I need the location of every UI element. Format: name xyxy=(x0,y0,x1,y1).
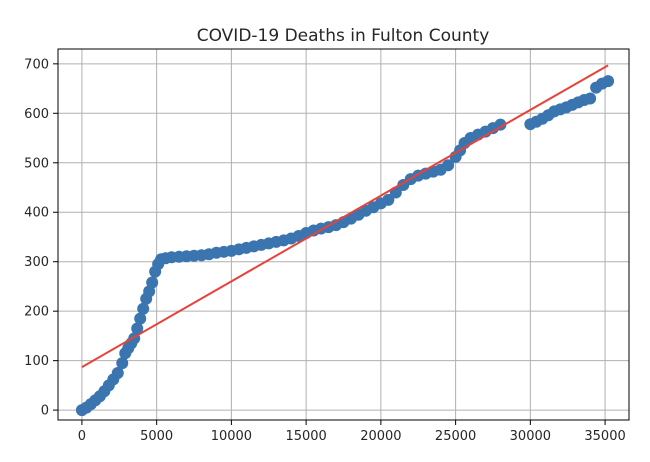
data-point xyxy=(442,159,455,172)
y-tick-label: 300 xyxy=(24,255,49,270)
x-tick-label: 20000 xyxy=(360,429,401,444)
grid-lines xyxy=(58,49,629,420)
fit-line xyxy=(81,64,609,368)
x-tick-label: 30000 xyxy=(510,429,551,444)
x-tick-label: 5000 xyxy=(140,429,173,444)
x-tick-label: 25000 xyxy=(435,429,476,444)
data-point xyxy=(116,357,129,370)
y-tick-label: 700 xyxy=(24,57,49,72)
y-tick-label: 200 xyxy=(24,305,49,320)
data-point xyxy=(134,312,147,325)
x-tick-label: 15000 xyxy=(285,429,326,444)
data-point xyxy=(584,92,597,105)
data-point xyxy=(146,276,159,289)
data-point xyxy=(137,302,150,315)
chart-title: COVID-19 Deaths in Fulton County xyxy=(197,26,490,46)
y-tick-label: 100 xyxy=(24,354,49,369)
fit-line-group xyxy=(81,64,609,368)
x-tick-label: 0 xyxy=(78,429,86,444)
y-tick-label: 0 xyxy=(41,404,49,419)
data-point xyxy=(131,322,144,335)
data-point xyxy=(602,75,615,88)
y-tick-label: 400 xyxy=(24,206,49,221)
data-point xyxy=(382,193,395,206)
data-point xyxy=(111,367,124,380)
y-tick-label: 500 xyxy=(24,156,49,171)
axis-ticks: 0 5000 10000 15000 20000 25000 30000 35000 0 100 2… xyxy=(24,57,626,444)
plot-frame xyxy=(57,48,630,421)
x-tick-label: 10000 xyxy=(211,429,252,444)
y-tick-label: 600 xyxy=(24,107,49,122)
x-tick-label: 35000 xyxy=(584,429,625,444)
